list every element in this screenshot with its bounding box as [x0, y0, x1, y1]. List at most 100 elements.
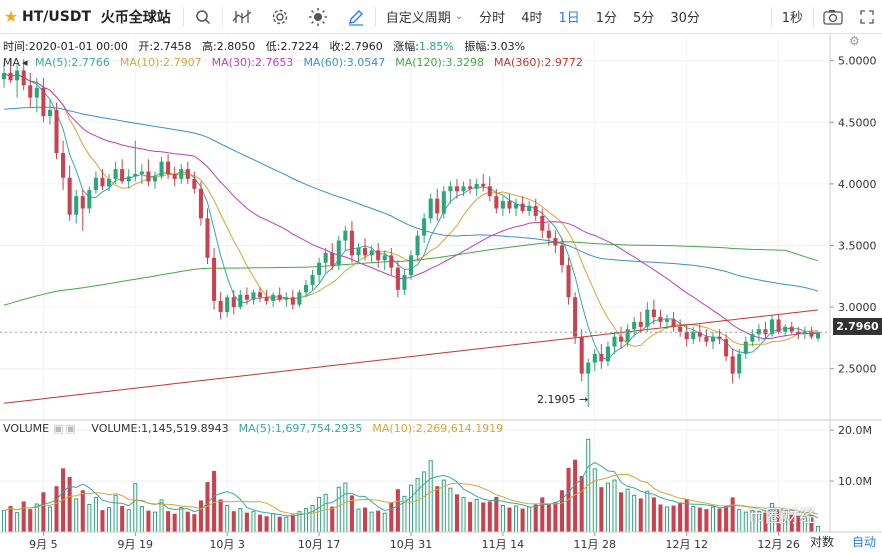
- candle-body: [61, 153, 66, 178]
- period-tab-1d[interactable]: 1日: [558, 11, 580, 26]
- volume-bar: [231, 511, 236, 532]
- volume-bar: [179, 507, 184, 533]
- ma-legend-item: MA(60):3.0547: [303, 56, 386, 69]
- low-label: 低:: [265, 40, 281, 53]
- price-tick-label: 4.5000: [838, 116, 877, 129]
- volume-bar: [710, 506, 716, 533]
- volume-bar: [172, 513, 177, 532]
- candle-body: [21, 70, 26, 86]
- volume-bar: [264, 516, 269, 532]
- candle-body: [317, 262, 322, 276]
- candle-body: [106, 178, 112, 187]
- volume-bar: [612, 479, 617, 533]
- candle-body: [277, 294, 282, 300]
- volume-bar: [540, 497, 545, 532]
- volume-bar: [8, 506, 13, 532]
- collapse-arrow-icon[interactable]: ◂: [22, 56, 28, 69]
- close-label: 收:: [329, 40, 345, 53]
- volume-bar: [428, 460, 433, 533]
- candle-body: [605, 346, 610, 362]
- favorite-star-icon[interactable]: ★: [3, 7, 19, 26]
- candle-body: [139, 171, 144, 175]
- volume-settings-icon[interactable]: ▣: [53, 422, 64, 435]
- volume-bar: [743, 511, 748, 533]
- volume-bar: [494, 496, 499, 532]
- candle-body: [28, 85, 33, 98]
- axes: 5.0000 4.5000 4.0000 3.5000 3.0000 2.5000 20.0…: [0, 34, 882, 551]
- candle-body: [625, 329, 630, 342]
- volume-bar: [251, 511, 256, 533]
- candle-body: [133, 174, 138, 177]
- volume-bar: [290, 514, 295, 532]
- ma-legend-item: MA(10):2.7907: [119, 56, 202, 69]
- candle-body: [638, 321, 643, 327]
- volume-bar: [487, 501, 492, 532]
- volume-legend-label[interactable]: VOLUME: [3, 422, 50, 435]
- candle-body: [192, 178, 197, 189]
- candle-body: [540, 215, 545, 231]
- time-label: 时间:: [3, 40, 29, 53]
- candle-body: [513, 203, 519, 209]
- candle-body: [310, 275, 315, 285]
- theme-sun-icon[interactable]: [299, 0, 337, 34]
- period-tab-1m[interactable]: 1分: [595, 11, 618, 26]
- volume-close-icon[interactable]: ▣: [65, 422, 76, 435]
- chevron-down-icon: ⌄: [454, 11, 464, 22]
- candle-body: [126, 176, 131, 182]
- settings-gear-icon[interactable]: [261, 0, 299, 34]
- volume-tick-label: 20.0M: [838, 424, 872, 437]
- volume-bar: [80, 490, 85, 532]
- volume-legend-item: VOLUME:1,145,519.8943: [91, 422, 229, 435]
- toolbar-divider: [770, 6, 772, 27]
- high-value: 2.8050: [216, 40, 256, 53]
- symbol-selector[interactable]: HT/USDT 火币全球站: [22, 0, 183, 34]
- volume-bar: [435, 486, 440, 532]
- camera-icon[interactable]: [814, 0, 852, 34]
- time-tick-label: 12月 26: [757, 538, 800, 551]
- volume-bar: [284, 516, 289, 533]
- search-icon[interactable]: [184, 0, 222, 34]
- volume-bar: [54, 486, 59, 532]
- change-value: 1.85%: [418, 40, 454, 53]
- candle-body: [546, 230, 551, 239]
- candle-body: [481, 183, 486, 187]
- fullscreen-icon[interactable]: [852, 0, 882, 34]
- custom-period-dropdown[interactable]: 自定义周期 ⌄: [376, 0, 471, 34]
- period-tab-4h[interactable]: 4时: [521, 11, 543, 26]
- candle-body: [619, 336, 624, 342]
- candle-body: [527, 206, 532, 211]
- candle-body: [796, 331, 801, 335]
- ma-legend: MA ◂ MA(5):2.7766 MA(10):2.7907 MA(30):2.76…: [3, 56, 593, 69]
- volume-bar: [415, 478, 420, 533]
- period-tab-5m[interactable]: 5分: [633, 11, 655, 26]
- period-tab-30m[interactable]: 30分: [670, 11, 700, 26]
- candle-body: [559, 245, 565, 266]
- candle-body: [336, 240, 341, 266]
- volume-bar: [605, 482, 610, 533]
- period-tab-timeline[interactable]: 分时: [479, 11, 506, 26]
- candle-body: [1, 72, 7, 80]
- refresh-interval-selector[interactable]: 1秒: [781, 11, 803, 26]
- log-scale-button[interactable]: 对数: [810, 535, 835, 549]
- close-value: 2.7960: [344, 40, 383, 53]
- candle-body: [422, 218, 427, 236]
- candle-body: [67, 177, 72, 215]
- volume-bar: [303, 508, 309, 533]
- indicator-chart-icon[interactable]: [223, 0, 261, 34]
- time-tick-label: 9月 19: [118, 538, 154, 551]
- draw-pencil-icon[interactable]: [337, 0, 375, 34]
- ma-legend-label[interactable]: MA: [3, 56, 21, 69]
- volume-bar: [349, 495, 354, 532]
- candle-body: [737, 353, 742, 374]
- volume-bar: [146, 510, 151, 532]
- volume-bar: [1, 510, 7, 533]
- chart-settings-gear-icon[interactable]: ⚙: [849, 34, 860, 48]
- volume-bar: [573, 459, 578, 532]
- time-tick-label: 11月 14: [482, 538, 525, 551]
- candle-body: [290, 297, 295, 305]
- volume-bars: [1, 438, 821, 533]
- auto-scale-button[interactable]: 自动: [852, 535, 877, 549]
- candle-body: [172, 174, 177, 179]
- toolbar-divider: [221, 6, 223, 27]
